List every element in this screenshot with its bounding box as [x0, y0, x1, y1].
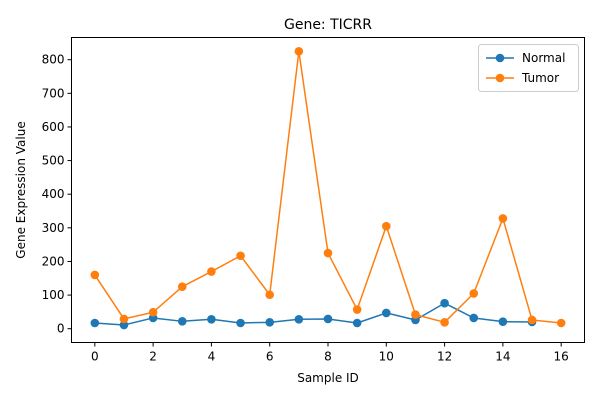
- data-point-tumor: [527, 315, 537, 325]
- y-tick-label: 600: [42, 120, 65, 134]
- data-point-normal: [352, 318, 362, 328]
- y-tick-label: 400: [42, 187, 65, 201]
- data-point-normal: [469, 313, 479, 323]
- data-point-tumor: [498, 214, 508, 223]
- data-point-normal: [236, 318, 245, 328]
- data-point-normal: [498, 317, 508, 326]
- data-point-normal: [90, 318, 100, 328]
- series-line-tumor: [94, 50, 562, 324]
- x-tick-label: 8: [324, 350, 332, 364]
- data-point-tumor: [265, 290, 275, 300]
- data-point-normal: [381, 308, 391, 318]
- y-axis-label: Gene Expression Value: [14, 121, 28, 258]
- legend-marker: [495, 73, 505, 83]
- x-tick-label: 10: [379, 350, 394, 364]
- legend-label: Normal: [522, 51, 565, 65]
- series-line-normal: [94, 302, 533, 326]
- data-point-normal: [177, 317, 187, 326]
- data-point-tumor: [556, 318, 566, 328]
- legend-item-normal: Normal: [486, 51, 565, 65]
- data-point-tumor: [177, 282, 187, 291]
- data-point-tumor: [469, 289, 479, 298]
- x-tick-label: 6: [266, 350, 274, 364]
- series-tumor: [90, 46, 566, 328]
- x-tick-label: 2: [149, 350, 157, 364]
- chart-title: Gene: TICRR: [284, 17, 372, 33]
- legend-label: Tumor: [521, 71, 559, 85]
- x-tick-label: 0: [91, 350, 99, 364]
- data-point-tumor: [323, 248, 333, 258]
- y-tick-label: 100: [42, 288, 65, 302]
- data-point-tumor: [90, 270, 100, 280]
- data-point-tumor: [119, 314, 129, 324]
- data-point-normal: [323, 314, 333, 324]
- x-axis-label: Sample ID: [297, 371, 359, 385]
- y-tick-label: 300: [42, 221, 65, 235]
- legend-marker: [495, 53, 505, 63]
- data-point-normal: [207, 314, 216, 324]
- y-tick-label: 500: [42, 154, 65, 168]
- data-point-tumor: [352, 305, 362, 314]
- legend-item-tumor: Tumor: [486, 71, 559, 85]
- data-point-normal: [440, 298, 449, 308]
- x-tick-label: 12: [437, 350, 452, 364]
- data-point-tumor: [294, 46, 304, 56]
- data-point-tumor: [207, 267, 216, 276]
- legend: Normal Tumor: [478, 44, 579, 92]
- series-layer: [90, 46, 566, 330]
- y-tick-label: 0: [57, 322, 65, 336]
- data-point-tumor: [440, 318, 449, 327]
- data-point-tumor: [236, 251, 245, 261]
- y-tick-label: 800: [42, 53, 65, 67]
- y-tick-label: 700: [42, 86, 65, 100]
- y-axis: 0 100 200 300 400 500 600 700 800: [42, 53, 72, 336]
- x-tick-label: 4: [208, 350, 216, 364]
- series-normal: [90, 298, 537, 330]
- data-point-tumor: [381, 221, 391, 231]
- x-tick-label: 16: [554, 350, 569, 364]
- x-axis: 0 2 4 6 8 10 12 14 16: [91, 342, 569, 364]
- data-point-normal: [294, 314, 304, 324]
- data-point-normal: [119, 320, 129, 330]
- x-tick-label: 14: [495, 350, 510, 364]
- y-tick-label: 200: [42, 254, 65, 268]
- data-point-normal: [265, 318, 275, 327]
- data-point-tumor: [148, 307, 158, 317]
- data-point-tumor: [411, 310, 420, 319]
